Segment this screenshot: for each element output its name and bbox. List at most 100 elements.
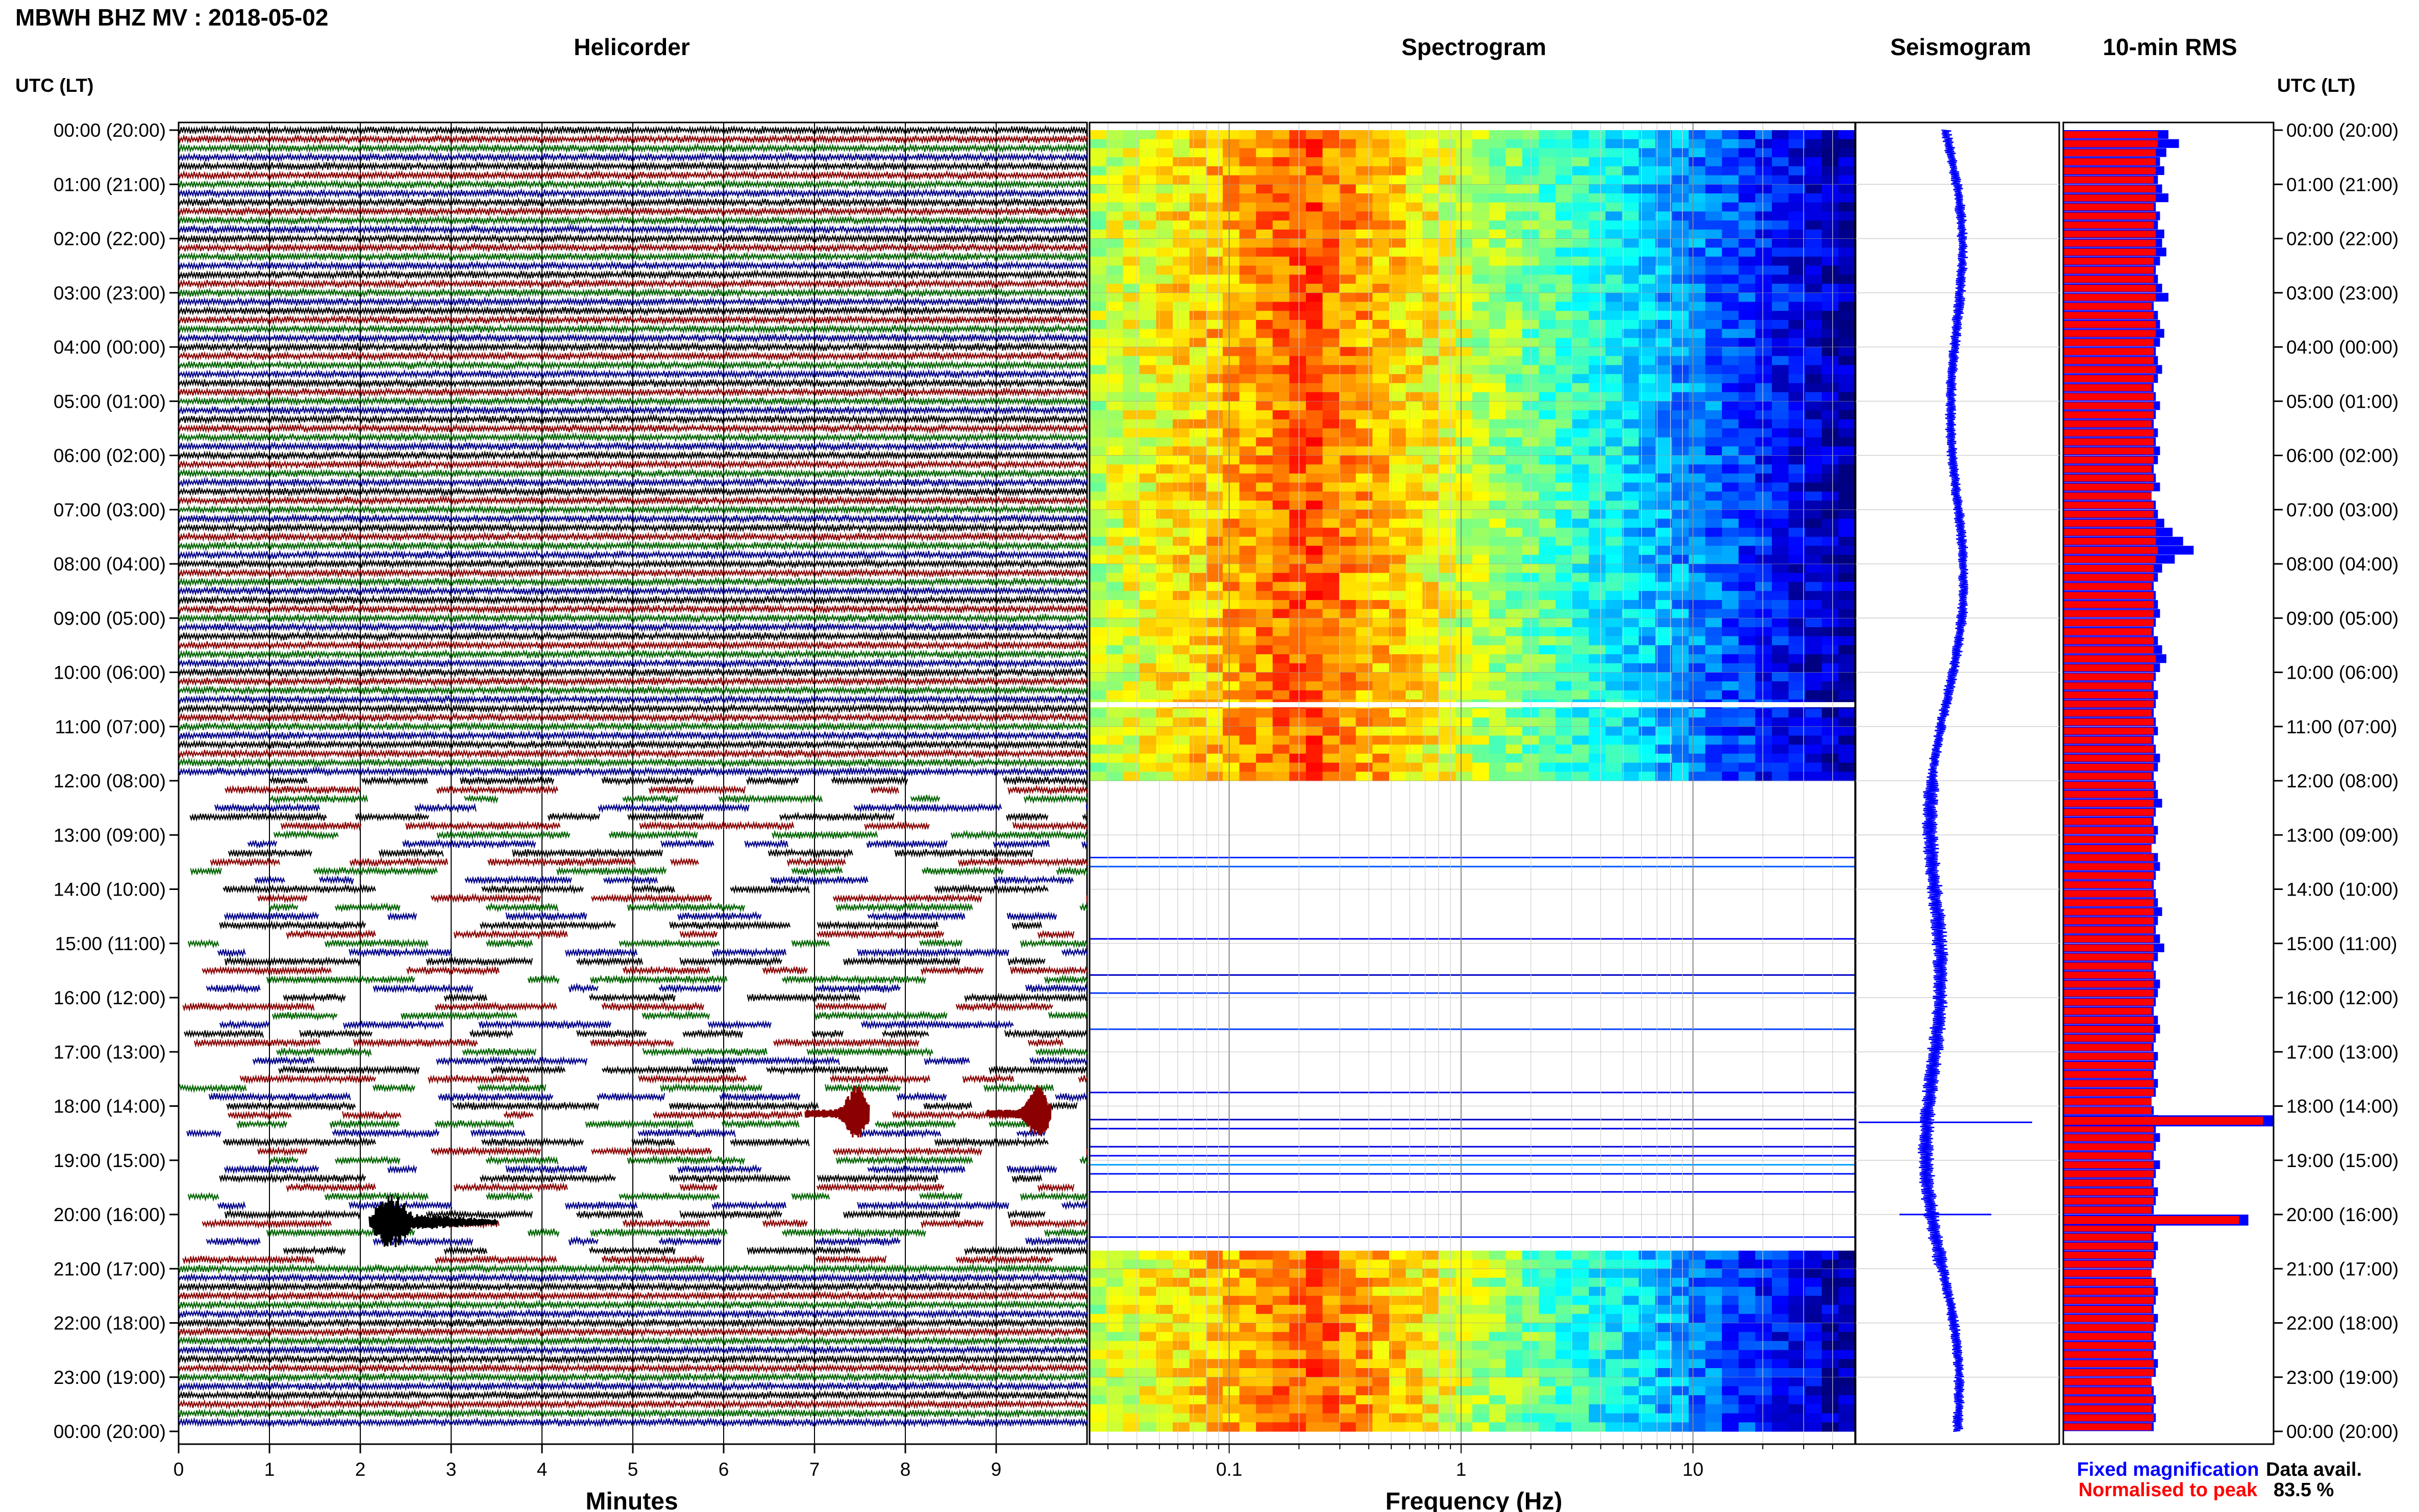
spectrogram-cell (1655, 238, 1673, 248)
spectrogram-cell (1738, 573, 1756, 582)
spectrogram-cell (1472, 1313, 1490, 1324)
spectrogram-cell (1289, 1350, 1306, 1359)
spectrogram-cell (1339, 157, 1356, 167)
spectrogram-cell (1489, 401, 1506, 411)
spectrogram-cell (1672, 419, 1689, 429)
helicorder-trace (816, 929, 945, 939)
spectrogram-cell (1589, 1368, 1606, 1378)
spectrogram-cell (1389, 546, 1406, 555)
spectrogram-cell (1755, 1377, 1772, 1387)
spectrogram-cell (1572, 238, 1590, 248)
spectrogram-cell (1289, 1313, 1306, 1324)
spectrogram-cell (1639, 753, 1656, 763)
spectrogram-cell (1688, 401, 1706, 411)
helicorder-trace (768, 848, 853, 859)
helicorder-trace (257, 893, 308, 904)
helicorder-title: Helicorder (574, 34, 690, 60)
spectrogram-cell (1439, 455, 1457, 465)
spectrogram-cell (1589, 338, 1606, 348)
spectrogram-cell (1106, 509, 1123, 519)
helicorder-trace (334, 1155, 401, 1166)
spectrogram-cell (1705, 618, 1722, 628)
spectrogram-cell (1222, 247, 1240, 257)
spectrogram-cell (1439, 265, 1457, 275)
spectrogram-cell (1472, 772, 1490, 781)
spectrogram-cell (1222, 211, 1240, 221)
spectrogram-cell (1705, 726, 1722, 736)
spectrogram-cell (1722, 672, 1739, 682)
spectrogram-cell (1821, 1422, 1839, 1432)
spectrogram-cell (1372, 1386, 1390, 1396)
spectrogram-cell (1539, 600, 1556, 610)
spectrogram-cell (1622, 1250, 1639, 1260)
spectrogram-cell (1688, 1313, 1706, 1324)
rms-bar-normalised (2063, 519, 2156, 527)
spectrogram-cell (1256, 546, 1273, 555)
spectrogram-cell (1106, 193, 1123, 203)
spectrogram-cell (1256, 1377, 1273, 1387)
spectrogram-cell (1805, 1377, 1822, 1387)
spectrogram-cell (1572, 446, 1590, 456)
spectrogram-cell (1222, 772, 1240, 781)
spectrogram-cell (1655, 1377, 1673, 1387)
spectrogram-cell (1505, 229, 1523, 239)
spectrogram-cell (1622, 292, 1639, 303)
spectrogram-cell (1206, 636, 1223, 646)
spectrogram-cell (1139, 681, 1157, 691)
spectrogram-cell (1755, 220, 1772, 230)
spectrogram-cell (1755, 1422, 1772, 1432)
spectrogram-cell (1189, 265, 1207, 275)
spectrogram-cell (1139, 347, 1157, 357)
spectrogram-cell (1272, 600, 1290, 610)
spectrogram-cell (1239, 446, 1256, 456)
spectrogram-cell (1239, 654, 1256, 664)
spectrogram-cell (1539, 645, 1556, 655)
spectrogram-cell (1305, 600, 1323, 610)
spectrogram-cell (1422, 311, 1440, 320)
spectrogram-cell (1605, 419, 1623, 429)
spectrogram-cell (1722, 627, 1739, 637)
spectrogram-cell (1722, 473, 1739, 483)
spectrogram-cell (1372, 501, 1390, 510)
spectrogram-cell (1372, 347, 1390, 357)
spectrogram-cell (1189, 229, 1207, 239)
helicorder-trace (178, 1344, 1088, 1356)
spectrogram-cell (1439, 555, 1457, 564)
spectrogram-cell (1156, 437, 1173, 447)
spectrogram-cell (1505, 139, 1523, 148)
spectrogram-cell (1355, 275, 1373, 284)
spectrogram-cell (1838, 392, 1856, 402)
spectrogram-cell (1206, 1377, 1223, 1387)
spectrogram-cell (1339, 501, 1356, 510)
spectrogram-cell (1090, 591, 1107, 601)
spectrogram-cell (1156, 1259, 1173, 1269)
spectrogram-cell (1339, 175, 1356, 185)
helicorder-trace (598, 802, 750, 813)
spectrogram-cell (1339, 464, 1356, 474)
spectrogram-cell (1222, 419, 1240, 429)
spectrogram-cell (1123, 501, 1140, 510)
spectrogram-cell (1755, 573, 1772, 582)
spectrogram-cell (1305, 319, 1323, 330)
helicorder-trace (247, 839, 278, 849)
spectrogram-cell (1305, 1413, 1323, 1423)
spectrogram-cell (1605, 1296, 1623, 1305)
spectrogram-cell (1539, 717, 1556, 727)
spectrogram-cell (1372, 546, 1390, 555)
spectrogram-cell (1838, 1305, 1856, 1315)
spectrogram-cell (1305, 501, 1323, 510)
rms-bar-normalised (2063, 276, 2154, 283)
spectrogram-cell (1622, 555, 1639, 564)
spectrogram-cell (1572, 247, 1590, 257)
spectrogram-cell (1455, 645, 1473, 655)
spectrogram-cell (1505, 383, 1523, 393)
spectrogram-cell (1123, 1296, 1140, 1305)
spectrogram-cell (1722, 1305, 1739, 1315)
spectrogram-cell (1339, 1250, 1356, 1260)
spectrogram-cell (1805, 609, 1822, 618)
spectrogram-cell (1405, 1250, 1423, 1260)
spectrogram-cell (1090, 365, 1107, 375)
spectrogram-cell (1572, 1296, 1590, 1305)
spectrogram-cell (1639, 1368, 1656, 1378)
spectrogram-cell (1189, 166, 1207, 176)
